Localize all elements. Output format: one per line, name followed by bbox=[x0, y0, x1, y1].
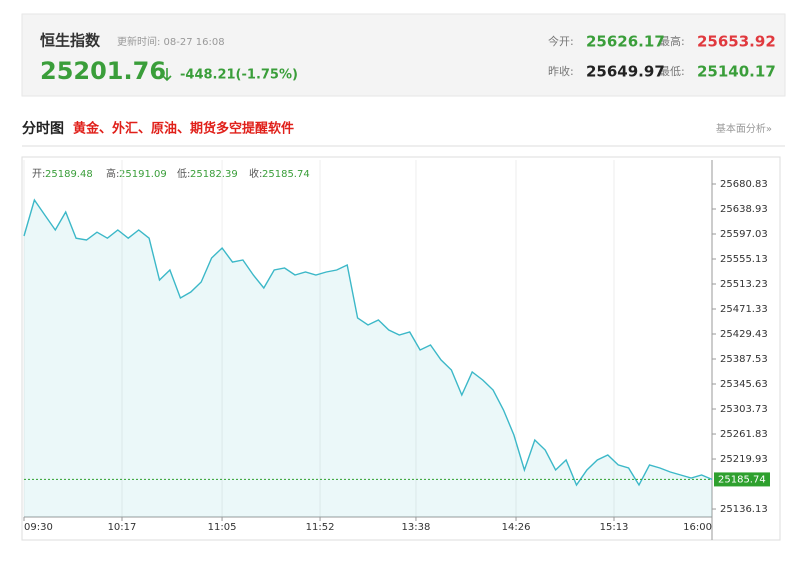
y-tick-label: 25387.53 bbox=[720, 354, 768, 365]
y-tick-label: 25597.03 bbox=[720, 229, 768, 240]
stat-label: 最低: bbox=[659, 65, 685, 78]
index-title: 恒生指数 bbox=[40, 32, 101, 50]
section-title: 分时图 bbox=[22, 120, 64, 137]
price: 25201.76 bbox=[40, 57, 166, 85]
x-tick-label: 10:17 bbox=[108, 522, 137, 533]
info-value: 25191.09 bbox=[119, 169, 167, 180]
y-tick-label: 25513.23 bbox=[720, 279, 768, 290]
y-tick-label: 25261.83 bbox=[720, 429, 768, 440]
y-tick-label: 25638.93 bbox=[720, 204, 768, 215]
promo-link[interactable]: 黄金、外汇、原油、期货多空提醒软件 bbox=[73, 121, 294, 137]
y-tick-label: 25303.73 bbox=[720, 404, 768, 415]
change: -448.21(-1.75%) bbox=[180, 68, 298, 83]
y-tick-label: 25680.83 bbox=[720, 179, 768, 190]
info-label: 高: bbox=[106, 167, 119, 180]
down-arrow bbox=[162, 68, 172, 82]
price-line bbox=[23, 198, 713, 487]
y-tick-label: 25555.13 bbox=[720, 254, 768, 265]
info-value: 25189.48 bbox=[45, 169, 93, 180]
y-tick-label: 25219.93 bbox=[720, 454, 768, 465]
info-label: 开: bbox=[32, 169, 45, 180]
current-label: 25185.74 bbox=[718, 474, 766, 485]
x-tick-label: 11:52 bbox=[306, 522, 335, 533]
update-time: 更新时间: 08-27 16:08 bbox=[117, 35, 225, 48]
info-label: 收: bbox=[249, 167, 262, 180]
x-tick-label: 14:26 bbox=[502, 522, 531, 533]
stat-value: 25140.17 bbox=[697, 63, 776, 81]
stat-value: 25653.92 bbox=[697, 33, 776, 51]
current-label-bg bbox=[714, 472, 770, 487]
analysis-link[interactable]: 基本面分析» bbox=[716, 122, 772, 135]
y-tick-label: 25471.33 bbox=[720, 304, 768, 315]
area bbox=[24, 200, 712, 517]
info-value: 25182.39 bbox=[190, 169, 238, 180]
y-tick-label: 25136.13 bbox=[720, 504, 768, 515]
stat-label: 今开: bbox=[548, 34, 574, 48]
info-value: 25185.74 bbox=[262, 169, 310, 180]
y-tick-label: 25345.63 bbox=[720, 379, 768, 390]
x-tick-label: 15:13 bbox=[600, 522, 629, 533]
stat-label: 最高: bbox=[659, 34, 685, 48]
x-tick-label: 11:05 bbox=[208, 522, 237, 533]
y-tick-label: 25429.43 bbox=[720, 329, 768, 340]
stat-value: 25649.97 bbox=[586, 63, 665, 81]
x-tick-label: 09:30 bbox=[24, 522, 53, 533]
stat-value: 25626.17 bbox=[586, 33, 665, 51]
info-label: 低: bbox=[177, 167, 190, 180]
x-tick-label: 16:00 bbox=[683, 522, 712, 533]
stat-label: 昨收: bbox=[548, 64, 574, 78]
x-tick-label: 13:38 bbox=[402, 522, 431, 533]
chart-frame bbox=[21, 156, 781, 541]
quote-panel bbox=[21, 13, 786, 97]
